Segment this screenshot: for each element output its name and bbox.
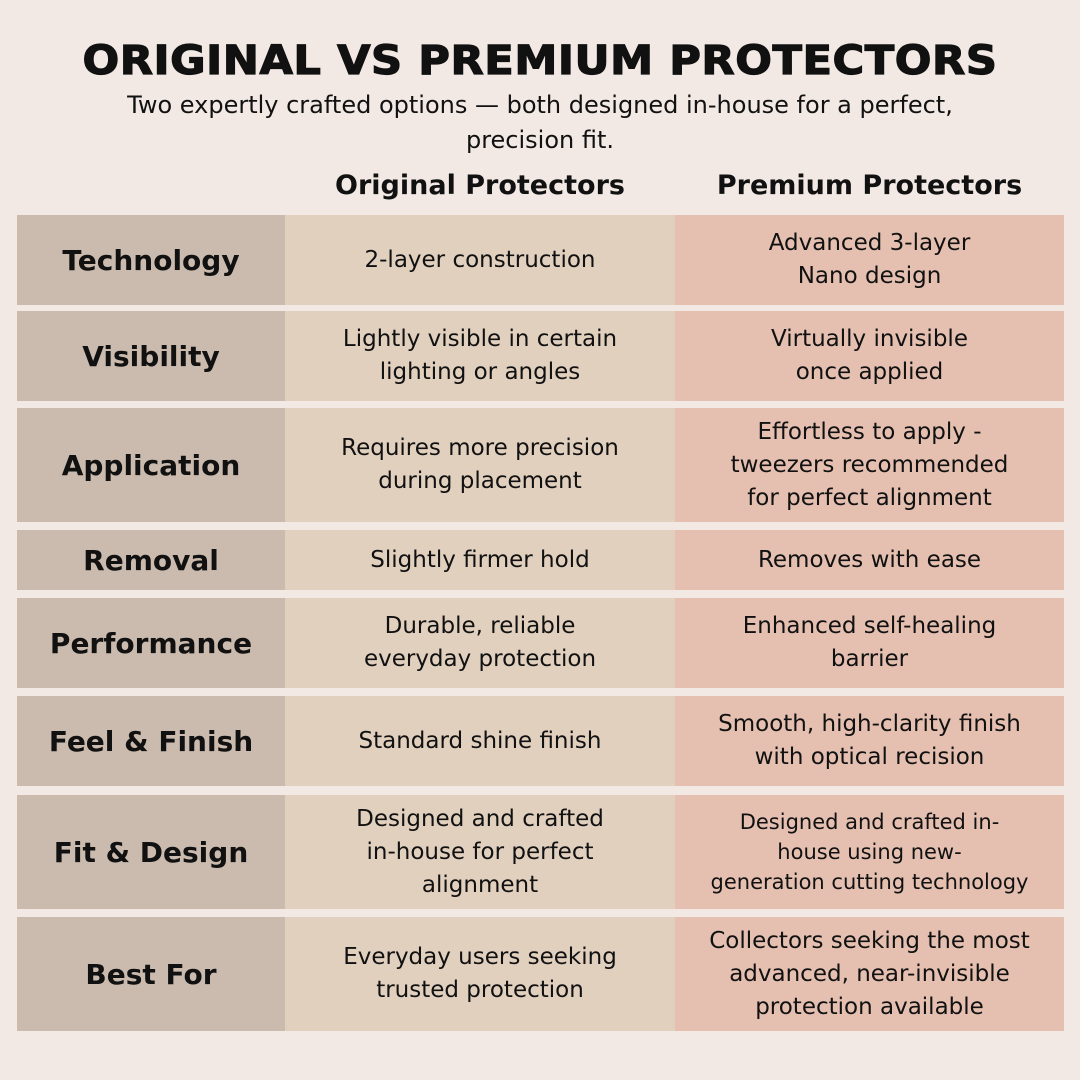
- original-cell: Designed and crafted in-house for perfec…: [285, 795, 675, 909]
- premium-cell: Removes with ease: [675, 530, 1064, 590]
- table-row: Application Requires more precision duri…: [17, 408, 1064, 522]
- premium-cell: Enhanced self-healing barrier: [675, 598, 1064, 688]
- row-label: Technology: [17, 215, 285, 305]
- row-label: Visibility: [17, 311, 285, 401]
- subtitle: Two expertly crafted options — both desi…: [127, 91, 953, 154]
- table-row: Best For Everyday users seeking trusted …: [17, 917, 1064, 1031]
- table-row: Performance Durable, reliable everyday p…: [17, 598, 1064, 688]
- table-row: Fit & Design Designed and crafted in-hou…: [17, 795, 1064, 909]
- row-label: Fit & Design: [17, 795, 285, 909]
- original-cell: Standard shine finish: [285, 696, 675, 786]
- table-row: Feel & Finish Standard shine finish Smoo…: [17, 696, 1064, 786]
- premium-cell: Smooth, high-clarity finish with optical…: [675, 696, 1064, 786]
- original-cell: Slightly firmer hold: [285, 530, 675, 590]
- row-label: Removal: [17, 530, 285, 590]
- original-cell: 2-layer construction: [285, 215, 675, 305]
- premium-cell: Virtually invisible once applied: [675, 311, 1064, 401]
- premium-cell: Collectors seeking the most advanced, ne…: [675, 917, 1064, 1031]
- premium-cell: Designed and crafted in- house using new…: [675, 795, 1064, 909]
- row-label: Feel & Finish: [17, 696, 285, 786]
- row-label: Performance: [17, 598, 285, 688]
- row-label: Application: [17, 408, 285, 522]
- original-cell: Requires more precision during placement: [285, 408, 675, 522]
- table-row: Removal Slightly firmer hold Removes wit…: [17, 530, 1064, 590]
- original-cell: Durable, reliable everyday protection: [285, 598, 675, 688]
- table-row: Visibility Lightly visible in certain li…: [17, 311, 1064, 401]
- table-row: Technology 2-layer construction Advanced…: [17, 215, 1064, 305]
- original-cell: Lightly visible in certain lighting or a…: [285, 311, 675, 401]
- row-label: Best For: [17, 917, 285, 1031]
- original-cell: Everyday users seeking trusted protectio…: [285, 917, 675, 1031]
- premium-cell: Effortless to apply - tweezers recommend…: [675, 408, 1064, 522]
- column-header-premium: Premium Protectors: [716, 170, 1023, 201]
- page-title: ORIGINAL VS PREMIUM PROTECTORS: [82, 37, 998, 84]
- column-header-original: Original Protectors: [335, 170, 625, 201]
- premium-cell: Advanced 3-layer Nano design: [675, 215, 1064, 305]
